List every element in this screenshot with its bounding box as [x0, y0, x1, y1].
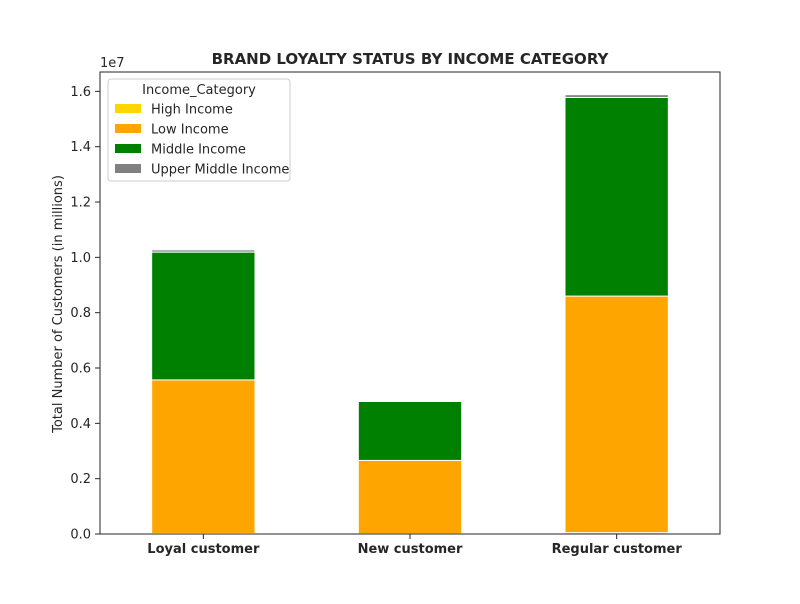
y-tick-label: 0.6: [70, 362, 91, 377]
bar-new-customer-low-income: [358, 460, 461, 533]
y-tick-label: 0.0: [70, 528, 91, 543]
legend-title: Income_Category: [142, 83, 256, 98]
y-offset-label: 1e7: [100, 56, 125, 71]
y-tick-label: 1.6: [70, 85, 91, 100]
y-tick-label: 0.8: [70, 306, 91, 321]
bar-regular-customer-upper-middle-income: [565, 95, 668, 98]
bar-new-customer-upper-middle-income: [358, 401, 461, 402]
bar-loyal-customer-low-income: [152, 380, 255, 534]
y-tick-label: 0.4: [70, 417, 91, 432]
legend-label: Middle Income: [151, 143, 246, 158]
x-tick-label: Loyal customer: [147, 542, 260, 557]
legend-swatch: [115, 164, 141, 173]
x-tick-label: New customer: [358, 542, 463, 557]
legend: Income_Category High Income Low Income Midd…: [108, 79, 290, 181]
y-tick-label: 1.0: [70, 251, 91, 266]
legend-swatch: [115, 124, 141, 133]
bar-loyal-customer-middle-income: [152, 252, 255, 380]
y-tick-label: 1.4: [70, 140, 91, 155]
y-tick-label: 1.2: [70, 196, 91, 211]
legend-swatch: [115, 144, 141, 153]
bar-regular-customer-low-income: [565, 296, 668, 533]
chart-title: BRAND LOYALTY STATUS BY INCOME CATEGORY: [212, 50, 610, 68]
bar-regular-customer-middle-income: [565, 97, 668, 296]
x-tick-label: Regular customer: [552, 542, 683, 557]
y-axis-label: Total Number of Customers (in millions): [51, 175, 66, 434]
legend-label: High Income: [151, 103, 233, 118]
legend-swatch: [115, 104, 141, 113]
bar-new-customer-middle-income: [358, 401, 461, 460]
legend-label: Upper Middle Income: [151, 163, 289, 178]
y-tick-label: 0.2: [70, 472, 91, 487]
legend-label: Low Income: [151, 123, 229, 138]
bar-loyal-customer-upper-middle-income: [152, 250, 255, 252]
